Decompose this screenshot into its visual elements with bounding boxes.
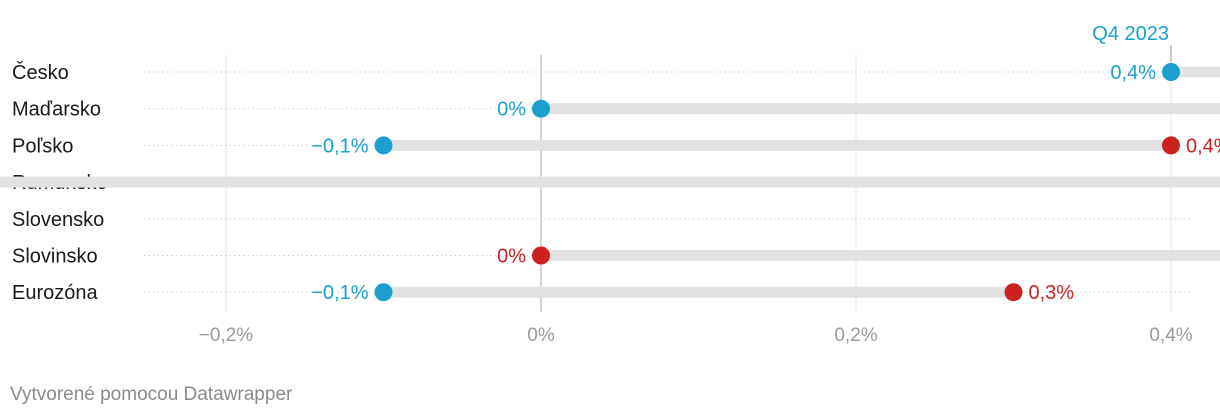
dot-q1-2024 (1004, 283, 1023, 302)
dot-q1-2024 (1162, 136, 1180, 155)
value-label-q1-2024: 0,3% (1029, 282, 1075, 304)
value-label-q4-2023: 0% (497, 99, 526, 121)
x-tick-label: 0,4% (1149, 325, 1192, 346)
value-label-q4-2023: −0,1% (311, 135, 368, 157)
dot-q1-2024 (532, 246, 550, 265)
category-label: Poľsko (12, 135, 73, 157)
category-label: Slovensko (12, 209, 104, 231)
value-label-q4-2023: 0,4% (1110, 62, 1156, 84)
value-label-q1-2024: 0,4% (1186, 135, 1220, 157)
dot-range-chart: −0,6%−0,4%−0,2%0%0,2%0,4%0,6%0,8%1%1,2%Č… (0, 23, 1220, 346)
x-tick-label: 0% (527, 325, 555, 346)
x-tick-label: −0,2% (199, 325, 254, 346)
x-tick-label: 0,2% (834, 325, 877, 346)
value-label-q1-2024: 0% (497, 246, 526, 268)
dot-q4-2023 (374, 136, 393, 155)
category-label: Česko (12, 61, 69, 84)
value-label-q4-2023: −0,1% (311, 282, 368, 304)
dot-q4-2023 (1162, 63, 1180, 81)
legend-q4-2023: Q4 2023 (1092, 23, 1169, 45)
dot-q4-2023 (532, 99, 550, 118)
category-label: Eurozóna (12, 282, 98, 304)
credit-text: Vytvorené pomocou Datawrapper (10, 384, 293, 405)
dot-q4-2023 (374, 283, 393, 302)
category-label: Slovinsko (12, 246, 98, 268)
category-label: Maďarsko (12, 99, 101, 121)
